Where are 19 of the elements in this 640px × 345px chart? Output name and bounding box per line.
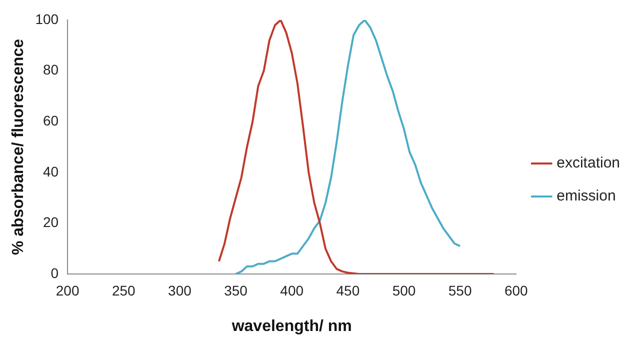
legend-label: emission (556, 188, 616, 205)
y-axis-title: % absorbance/ fluorescence (10, 38, 28, 256)
y-tick-label: 80 (42, 62, 59, 78)
x-tick-label: 300 (168, 282, 192, 298)
x-tick-label: 600 (504, 282, 528, 298)
x-tick-label: 500 (392, 282, 416, 298)
y-tick-label: 20 (42, 214, 59, 230)
x-tick-label: 550 (448, 282, 472, 298)
x-axis-title: wavelength/ nm (230, 318, 352, 335)
x-tick-label: 350 (224, 282, 248, 298)
legend-label: excitation (556, 154, 620, 172)
x-tick-label: 200 (56, 282, 80, 298)
x-tick-label: 250 (112, 282, 136, 298)
x-tick-label: 450 (336, 282, 360, 298)
x-tick-label: 400 (280, 282, 304, 298)
y-tick-label: 40 (42, 163, 59, 180)
y-tick-label: 60 (42, 112, 59, 128)
y-tick-label: 0 (50, 264, 59, 281)
y-tick-label: 100 (35, 10, 59, 27)
